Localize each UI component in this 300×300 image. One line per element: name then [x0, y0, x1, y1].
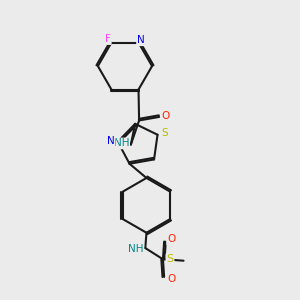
Text: O: O: [167, 234, 175, 244]
Text: S: S: [167, 254, 174, 264]
Text: N: N: [107, 136, 115, 146]
Text: N: N: [137, 35, 145, 45]
Text: S: S: [161, 128, 168, 138]
Text: NH: NH: [114, 138, 129, 148]
Text: O: O: [161, 111, 169, 121]
Text: F: F: [105, 34, 111, 44]
Text: NH: NH: [128, 244, 143, 254]
Text: O: O: [167, 274, 175, 284]
